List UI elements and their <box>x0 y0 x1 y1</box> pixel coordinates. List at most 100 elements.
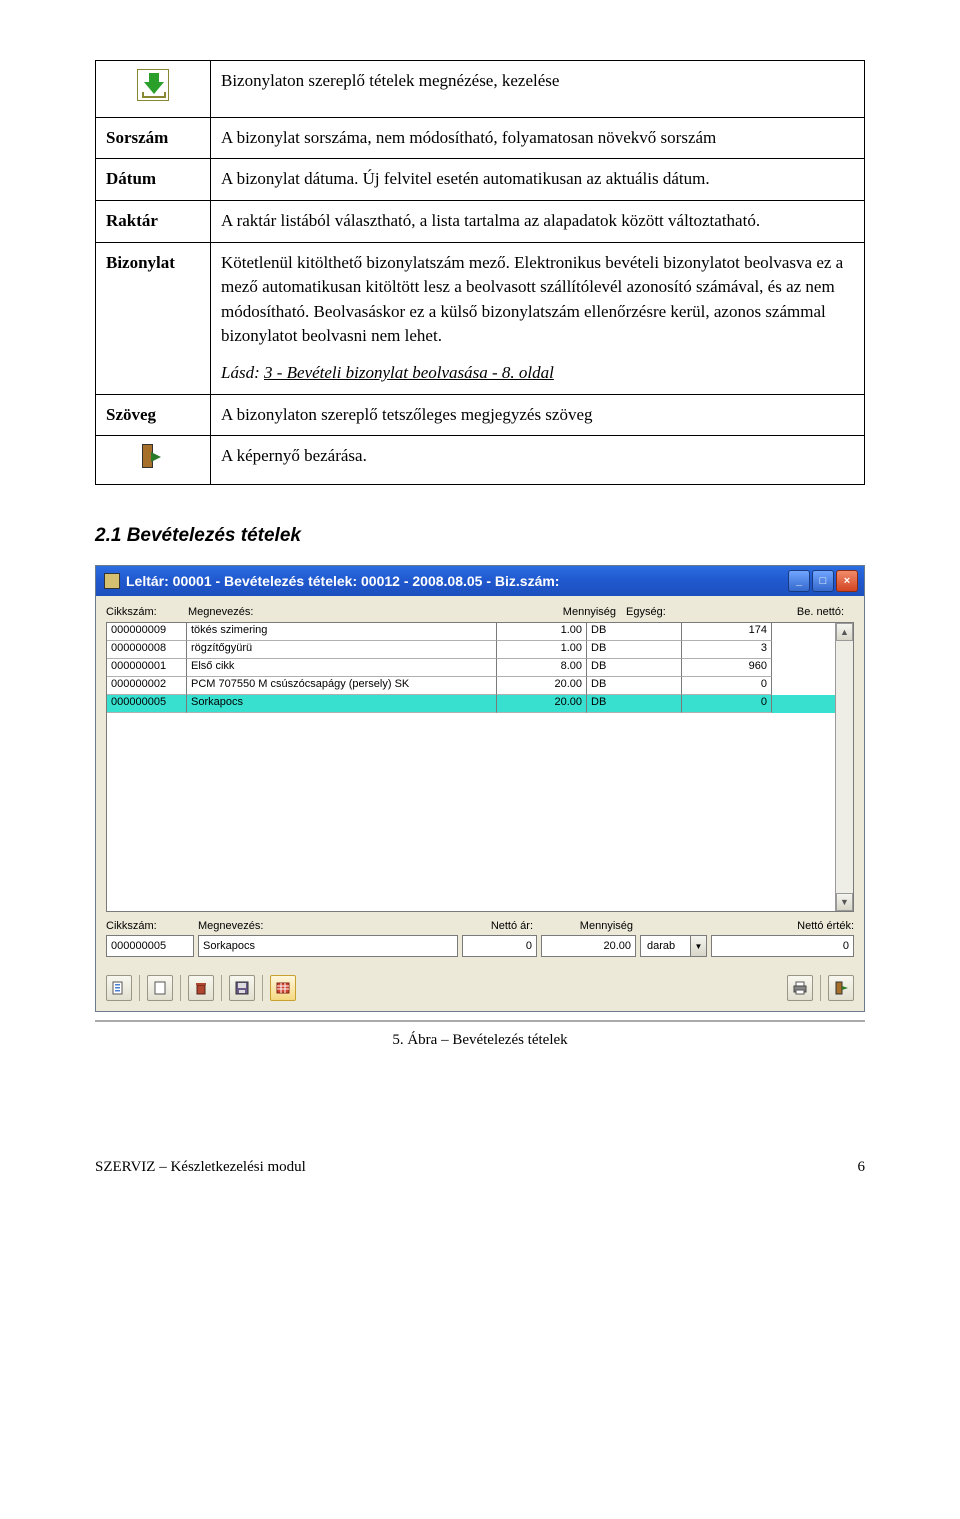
trash-icon <box>193 980 209 996</box>
table-cell: 000000008 <box>107 641 187 659</box>
table-row[interactable]: 000000009tökés szimering1.00DB174 <box>107 623 835 641</box>
detail-cikkszam-field[interactable]: 000000005 <box>106 935 194 957</box>
window-title: Leltár: 00001 - Bevételezés tételek: 000… <box>126 573 559 589</box>
footer-left: SZERVIZ – Készletkezelési modul <box>95 1159 306 1176</box>
table-cell: 1.00 <box>497 641 587 659</box>
download-icon <box>137 69 169 101</box>
screenshot-window: Leltár: 00001 - Bevételezés tételek: 000… <box>95 565 865 1012</box>
row-label-datum: Dátum <box>96 159 211 201</box>
bizonylat-ref-prefix: Lásd: <box>221 363 264 382</box>
table-cell: 000000002 <box>107 677 187 695</box>
table-cell: DB <box>587 623 682 641</box>
row-text-datum: A bizonylat dátuma. Új felvitel esetén a… <box>211 159 865 201</box>
table-cell: 0 <box>682 695 772 713</box>
delete-button[interactable] <box>188 975 214 1001</box>
table-cell: DB <box>587 659 682 677</box>
save-icon <box>234 980 250 996</box>
print-button[interactable] <box>787 975 813 1001</box>
row-label-szoveg: Szöveg <box>96 394 211 436</box>
row-text-raktar: A raktár listából választható, a lista t… <box>211 200 865 242</box>
header-be-netto: Be. nettó: <box>721 606 854 618</box>
new-button[interactable] <box>147 975 173 1001</box>
table-cell: tökés szimering <box>187 623 497 641</box>
bizonylat-para1: Kötetlenül kitölthető bizonylatszám mező… <box>221 251 854 350</box>
table-cell: DB <box>587 695 682 713</box>
row-label-raktar: Raktár <box>96 200 211 242</box>
maximize-button[interactable]: □ <box>812 570 834 592</box>
data-grid[interactable]: 000000009tökés szimering1.00DB1740000000… <box>106 622 854 912</box>
close-button[interactable]: × <box>836 570 858 592</box>
header-mennyiseg: Mennyiség <box>513 606 626 618</box>
table-cell: 000000005 <box>107 695 187 713</box>
table-cell: 000000001 <box>107 659 187 677</box>
horizontal-rule <box>95 1020 865 1022</box>
detail-netto-ar-field[interactable]: 0 <box>462 935 537 957</box>
detail-label-megnevezes: Megnevezés: <box>198 920 463 932</box>
detail-mennyiseg-field[interactable]: 20.00 <box>541 935 636 957</box>
table-cell: 20.00 <box>497 695 587 713</box>
header-cikkszam: Cikkszám: <box>106 606 188 618</box>
grid-headers: Cikkszám: Megnevezés: Mennyiség Egység: … <box>106 606 854 622</box>
detail-label-netto-ertek: Nettó érték: <box>711 920 854 932</box>
table-cell: 3 <box>682 641 772 659</box>
detail-label-netto-ar: Nettó ár: <box>463 920 541 932</box>
table-cell: DB <box>587 641 682 659</box>
save-button[interactable] <box>229 975 255 1001</box>
row-label-sorszam: Sorszám <box>96 117 211 159</box>
table-cell: 960 <box>682 659 772 677</box>
table-cell: Első cikk <box>187 659 497 677</box>
scroll-up-button[interactable]: ▲ <box>836 623 853 641</box>
table-cell: Sorkapocs <box>187 695 497 713</box>
row-label-bizonylat: Bizonylat <box>96 242 211 394</box>
items-icon-cell <box>96 61 211 118</box>
minimize-button[interactable]: _ <box>788 570 810 592</box>
detail-panel: Cikkszám: Megnevezés: Nettó ár: Mennyisé… <box>106 920 854 957</box>
detail-label-mennyiseg: Mennyiség <box>541 920 641 932</box>
scroll-down-button[interactable]: ▼ <box>836 893 853 911</box>
printer-icon <box>792 980 808 996</box>
table-cell: rögzítőgyürü <box>187 641 497 659</box>
grid-scrollbar[interactable]: ▲ ▼ <box>835 623 853 911</box>
exit-icon <box>142 444 164 468</box>
table-cell: 20.00 <box>497 677 587 695</box>
row-text-sorszam: A bizonylat sorszáma, nem módosítható, f… <box>211 117 865 159</box>
grid-toggle-button[interactable] <box>270 975 296 1001</box>
table-cell: 174 <box>682 623 772 641</box>
exit-button[interactable] <box>828 975 854 1001</box>
detail-netto-ertek-field[interactable]: 0 <box>711 935 854 957</box>
window-titlebar: Leltár: 00001 - Bevételezés tételek: 000… <box>96 566 864 596</box>
table-cell: 0 <box>682 677 772 695</box>
new-doc-icon <box>152 980 168 996</box>
row-text-bizonylat: Kötetlenül kitölthető bizonylatszám mező… <box>211 242 865 394</box>
chevron-down-icon[interactable]: ▼ <box>690 935 707 957</box>
table-cell: 1.00 <box>497 623 587 641</box>
table-cell: 000000009 <box>107 623 187 641</box>
table-row[interactable]: 000000001Első cikk8.00DB960 <box>107 659 835 677</box>
grid-icon <box>275 980 291 996</box>
table-cell: DB <box>587 677 682 695</box>
bizonylat-ref-link: 3 - Bevételi bizonylat beolvasása - 8. o… <box>264 363 554 382</box>
window-body: Cikkszám: Megnevezés: Mennyiség Egység: … <box>96 596 864 1011</box>
detail-egyseg-combo[interactable]: darab ▼ <box>640 935 707 957</box>
table-row[interactable]: 000000005Sorkapocs20.00DB0 <box>107 695 835 713</box>
items-icon-desc: Bizonylaton szereplő tételek megnézése, … <box>211 61 865 118</box>
table-row[interactable]: 000000008rögzítőgyürü1.00DB3 <box>107 641 835 659</box>
form-icon <box>111 980 127 996</box>
footer-page-number: 6 <box>858 1159 866 1176</box>
figure-caption: 5. Ábra – Bevételezés tételek <box>95 1032 865 1049</box>
detail-megnevezes-field[interactable]: Sorkapocs <box>198 935 458 957</box>
lookup-button[interactable] <box>106 975 132 1001</box>
table-cell: PCM 707550 M csúszócsapágy (persely) SK <box>187 677 497 695</box>
window-title-icon <box>104 573 120 589</box>
header-egyseg: Egység: <box>626 606 721 618</box>
door-exit-icon <box>833 980 849 996</box>
row-text-exit: A képernyő bezárása. <box>211 436 865 485</box>
header-megnevezes: Megnevezés: <box>188 606 513 618</box>
toolbar <box>106 975 854 1001</box>
bizonylat-para2: Lásd: 3 - Bevételi bizonylat beolvasása … <box>221 361 854 386</box>
exit-icon-cell <box>96 436 211 485</box>
scroll-track[interactable] <box>836 641 853 893</box>
detail-egyseg-value: darab <box>640 935 690 957</box>
page-footer: SZERVIZ – Készletkezelési modul 6 <box>95 1159 865 1176</box>
table-row[interactable]: 000000002PCM 707550 M csúszócsapágy (per… <box>107 677 835 695</box>
